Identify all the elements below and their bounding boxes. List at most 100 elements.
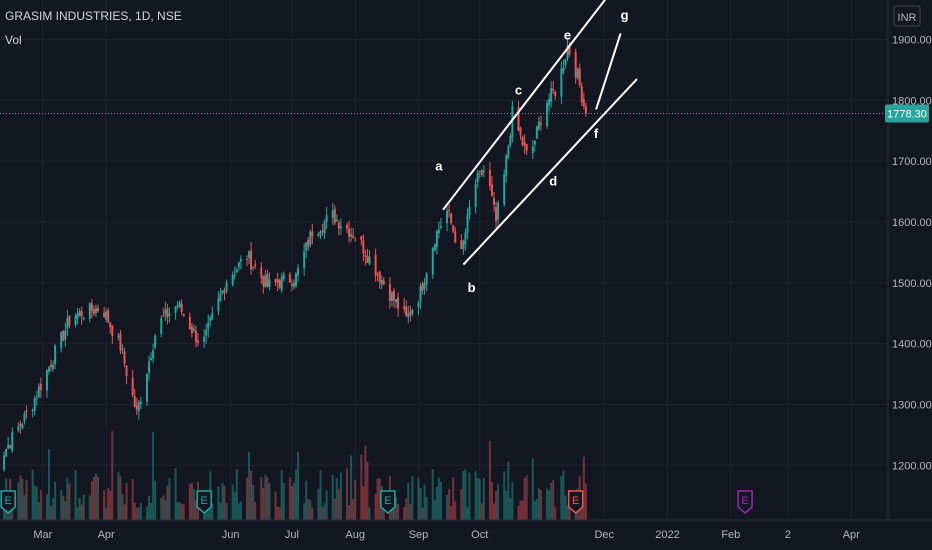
candle-body[interactable] — [566, 45, 569, 59]
candle-body[interactable] — [552, 88, 555, 91]
candle-body[interactable] — [446, 210, 449, 224]
candle-body[interactable] — [135, 405, 138, 410]
candle-body[interactable] — [352, 235, 355, 238]
candle-body[interactable] — [539, 123, 542, 125]
candle-body[interactable] — [546, 102, 549, 127]
candle-body[interactable] — [54, 345, 57, 365]
candle-body[interactable] — [180, 303, 183, 312]
candle-body[interactable] — [378, 271, 381, 283]
candlesticks[interactable] — [0, 37, 587, 476]
candle-body[interactable] — [78, 311, 81, 316]
candle-body[interactable] — [66, 318, 69, 329]
candle-body[interactable] — [582, 99, 585, 107]
candle-body[interactable] — [380, 280, 383, 285]
candle-body[interactable] — [262, 276, 265, 287]
candle-body[interactable] — [488, 170, 491, 186]
candle-body[interactable] — [480, 170, 483, 176]
candle-body[interactable] — [511, 106, 514, 138]
candle-body[interactable] — [439, 226, 442, 228]
candle-body[interactable] — [495, 207, 498, 222]
candle-body[interactable] — [217, 298, 220, 312]
candle-body[interactable] — [111, 325, 114, 336]
candle-body[interactable] — [152, 350, 155, 359]
candle-body[interactable] — [237, 262, 240, 268]
candle-body[interactable] — [578, 68, 581, 86]
candle-body[interactable] — [554, 91, 557, 97]
candle-body[interactable] — [411, 309, 414, 314]
candle-body[interactable] — [121, 348, 124, 350]
candle-body[interactable] — [50, 364, 53, 367]
candle-body[interactable] — [390, 292, 393, 301]
trend-line[interactable] — [462, 78, 638, 266]
candle-body[interactable] — [309, 231, 312, 245]
candle-body[interactable] — [209, 317, 212, 321]
candle-body[interactable] — [52, 364, 55, 370]
candle-body[interactable] — [433, 244, 436, 251]
price-axis[interactable]: 1200.00 1300.00 1400.00 1500.00 1600.00 1700.… — [892, 35, 932, 473]
candle-body[interactable] — [219, 294, 222, 301]
candle-body[interactable] — [231, 274, 234, 285]
candle-body[interactable] — [321, 230, 324, 232]
candle-body[interactable] — [348, 228, 351, 237]
trend-line[interactable] — [442, 0, 607, 211]
candle-body[interactable] — [254, 264, 257, 267]
candle-body[interactable] — [92, 309, 95, 314]
candle-body[interactable] — [137, 402, 140, 412]
candle-body[interactable] — [517, 107, 520, 131]
candle-body[interactable] — [531, 146, 534, 154]
candle-body[interactable] — [221, 290, 224, 294]
candle-body[interactable] — [364, 255, 367, 257]
candle-body[interactable] — [3, 455, 6, 470]
candle-body[interactable] — [125, 365, 128, 376]
candle-body[interactable] — [105, 311, 108, 320]
candle-body[interactable] — [397, 297, 400, 309]
candle-body[interactable] — [535, 126, 538, 139]
candle-body[interactable] — [550, 88, 553, 102]
candle-body[interactable] — [533, 140, 536, 145]
candle-body[interactable] — [354, 237, 357, 239]
candle-body[interactable] — [339, 226, 342, 228]
candle-body[interactable] — [252, 266, 255, 268]
candle-body[interactable] — [74, 316, 77, 325]
candle-body[interactable] — [31, 409, 34, 412]
candle-body[interactable] — [366, 256, 369, 263]
candle-body[interactable] — [103, 312, 106, 318]
candle-body[interactable] — [452, 225, 455, 232]
candle-body[interactable] — [497, 202, 500, 220]
candle-body[interactable] — [460, 239, 463, 250]
candle-body[interactable] — [509, 136, 512, 146]
candle-body[interactable] — [203, 336, 206, 342]
candle-body[interactable] — [194, 330, 197, 342]
candle-body[interactable] — [139, 401, 142, 404]
candle-body[interactable] — [292, 282, 295, 288]
candle-body[interactable] — [431, 248, 434, 275]
candle-body[interactable] — [282, 274, 285, 280]
candle-body[interactable] — [90, 303, 93, 312]
candle-body[interactable] — [164, 309, 167, 315]
candle-body[interactable] — [325, 215, 328, 222]
candle-body[interactable] — [154, 335, 157, 348]
candle-body[interactable] — [280, 276, 283, 291]
candle-body[interactable] — [346, 224, 349, 229]
candle-body[interactable] — [223, 291, 226, 293]
candle-body[interactable] — [368, 256, 371, 265]
earnings-marker[interactable] — [737, 490, 753, 514]
candle-body[interactable] — [311, 231, 314, 237]
candle-body[interactable] — [148, 361, 151, 373]
candle-body[interactable] — [423, 283, 426, 289]
candle-body[interactable] — [468, 206, 471, 216]
candle-body[interactable] — [250, 250, 253, 270]
candle-body[interactable] — [464, 232, 467, 244]
candle-body[interactable] — [362, 240, 365, 254]
candle-body[interactable] — [317, 233, 320, 237]
candle-body[interactable] — [107, 310, 110, 323]
candle-body[interactable] — [382, 280, 385, 285]
candle-body[interactable] — [197, 340, 200, 344]
candle-body[interactable] — [454, 231, 457, 243]
candle-body[interactable] — [564, 58, 567, 66]
candle-body[interactable] — [235, 269, 238, 273]
candle-body[interactable] — [519, 127, 522, 136]
candle-body[interactable] — [5, 448, 8, 457]
candle-body[interactable] — [525, 144, 528, 151]
